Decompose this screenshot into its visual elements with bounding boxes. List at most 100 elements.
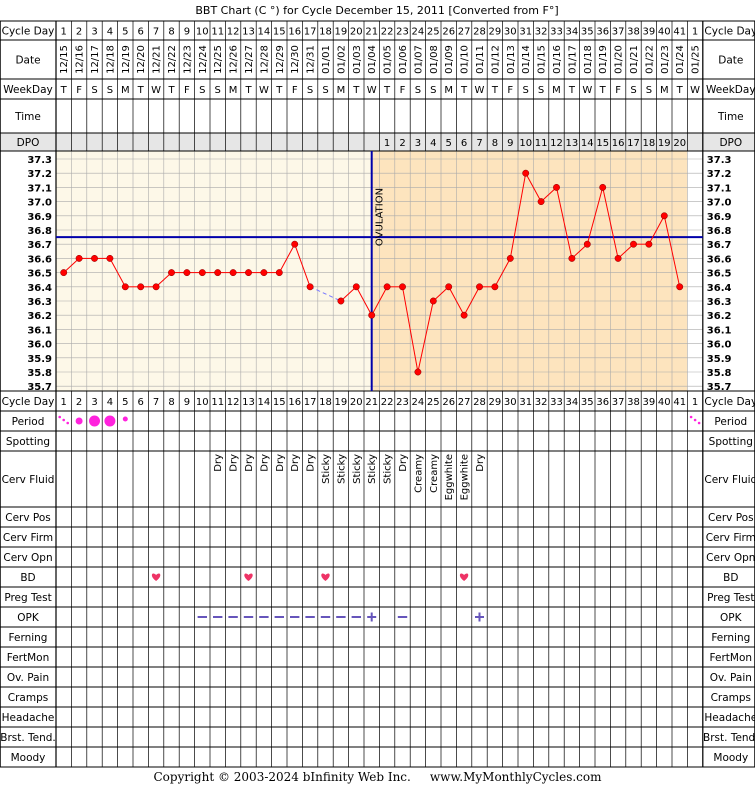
cycle-day-label-bottom: 6 [138,397,144,408]
temperature-point [614,254,622,262]
cycle_day-label: 12 [227,27,240,38]
cycle_day-label: 40 [658,27,671,38]
temperature-point [106,254,114,262]
weekday-label: W [367,85,377,96]
temperature-point [214,269,222,277]
date-label: 12/30 [290,45,301,74]
cerv-fluid-label: Creamy [413,454,424,493]
row-label-right-cramps: Cramps [711,692,751,704]
cycle-day-label-bottom: 28 [473,397,486,408]
temperature-point [368,311,376,319]
row-label-right-cerv_fluid: Cerv Fluid [704,474,755,486]
temperature-point [399,283,406,291]
weekday-label: S [415,85,421,96]
dpo-label: 12 [550,138,563,149]
dpo-label: 6 [461,138,467,149]
temperature-point [291,240,299,248]
dpo-label: 19 [658,138,671,149]
period-spotting-dot [66,421,69,425]
temperature-point [583,240,591,248]
temperature-point [60,269,68,277]
cycle-day-label-bottom: 10 [196,397,209,408]
bd-heart-icon [459,573,469,581]
row-label-opk: OPK [17,612,40,624]
row-label-cerv_pos: Cerv Pos [5,512,51,524]
cycle_day-label: 25 [427,27,440,38]
y-tick-label-right: 37.1 [707,183,732,194]
cycle_day-label: 36 [596,27,609,38]
cycle-day-label-bottom: 19 [335,397,348,408]
row-label-right-cerv_pos: Cerv Pos [708,512,754,524]
temperature-point [414,368,422,376]
period-spotting-dot [62,418,65,422]
cycle_day-label: 6 [138,27,144,38]
weekday-label: S [646,85,652,96]
weekday-label: F [615,85,621,96]
date-label: 01/20 [614,45,625,74]
cycle-day-label-bottom: 7 [153,397,159,408]
cycle_day-label: 28 [473,27,486,38]
temperature-line-segment [525,172,542,202]
cerv-fluid-label: Creamy [429,454,440,493]
cycle_day-label: 37 [612,27,625,38]
cycle-day-label-bottom: 32 [535,397,548,408]
weekday-label: W [690,85,700,96]
dpo-label: 13 [566,138,579,149]
temperature-line-segment [556,187,573,259]
temperature-point [445,283,453,291]
date-label: 01/22 [644,45,655,74]
row-label-preg_test: Preg Test [4,592,51,604]
y-tick-label: 36.3 [27,297,52,308]
temperature-line-segment [355,286,373,316]
weekday-label: S [215,85,221,96]
cerv-fluid-label: Dry [475,454,486,472]
y-tick-label-right: 36.9 [707,212,732,223]
temperature-point [506,254,514,262]
y-tick-label-right: 37.2 [707,169,732,180]
row-label-fertmon: FertMon [7,652,50,664]
temperature-point [660,212,668,220]
row-label-moody: Moody [11,752,46,764]
y-tick-label: 36.9 [27,212,52,223]
y-tick-label-right: 37.0 [707,198,732,209]
temperature-line-segment [109,258,126,288]
temperature-line-segment [509,173,527,259]
cycle_day-label: 5 [122,27,128,38]
pre-ovulation-background [56,151,372,391]
dpo-label: 18 [643,138,656,149]
row-label-cerv_fluid: Cerv Fluid [2,474,55,486]
date-label: 12/31 [306,45,317,74]
y-tick-label: 35.7 [27,382,52,393]
temperature-line-segment [571,243,588,259]
row-label-dpo: DPO [17,137,40,149]
period-dot [122,416,128,422]
date-label: 12/24 [198,45,209,74]
weekday-label: S [630,85,636,96]
row-label-right-fertmon: FertMon [710,652,753,664]
cycle_day-label: 9 [184,27,190,38]
bd-heart-icon [244,573,253,581]
row-label-headache: Headache [2,712,55,724]
row-label-brst_tend: Brst. Tend. [0,732,56,744]
weekday-label: W [151,85,161,96]
temperature-point [229,269,237,277]
ovulation-label: OVULATION [375,188,386,246]
weekday-label: M [121,85,130,96]
row-label-cerv_firm: Cerv Firm [3,532,53,544]
weekday-label: T [167,85,175,96]
date-label: 12/27 [244,45,255,74]
cerv-fluid-label: Dry [244,454,255,472]
cycle-day-label-bottom: 37 [612,397,625,408]
row-label-right-time: Time [717,111,744,123]
weekday-label: T [491,85,499,96]
dpo-row-background [0,133,755,151]
temperature-point [337,297,345,305]
cycle_day-label: 1 [61,27,67,38]
row-label-right-period: Period [714,416,747,428]
cycle-day-label-bottom: 31 [519,397,532,408]
dpo-label: 10 [519,138,532,149]
weekday-label: S [538,85,544,96]
y-tick-label-right: 36.2 [707,311,732,322]
dpo-label: 7 [476,138,482,149]
cycle_day-label: 21 [365,27,378,38]
